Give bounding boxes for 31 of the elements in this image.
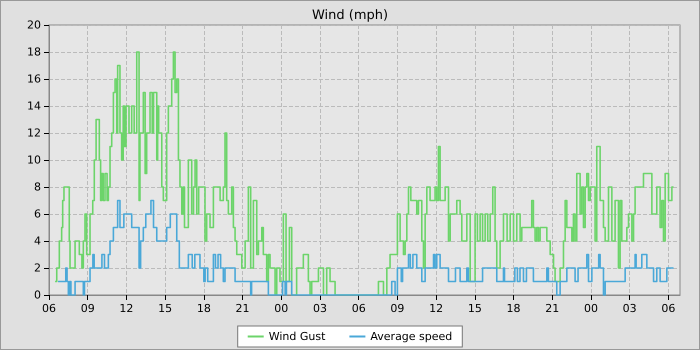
y-tick-label: 12 <box>27 126 41 140</box>
x-tick-label: 15 <box>158 302 172 315</box>
y-tick-label: 20 <box>27 18 41 32</box>
x-tick-label: 18 <box>506 302 521 315</box>
x-tick-label: 03 <box>312 302 327 315</box>
x-tick-label: 21 <box>236 302 250 315</box>
x-tick-label: 00 <box>584 302 598 315</box>
x-tick-label: 21 <box>545 302 560 315</box>
y-tick-label: 0 <box>34 288 41 302</box>
x-tick-label: 00 <box>274 302 288 315</box>
x-tick-label: 06 <box>352 302 366 315</box>
y-tick-label: 10 <box>27 154 41 166</box>
y-tick-label: 14 <box>27 100 41 112</box>
x-tick-label: 12 <box>429 302 444 315</box>
legend-label: Wind Gust <box>268 330 326 343</box>
y-tick-label: 6 <box>34 208 41 220</box>
chart-title: Wind (mph) <box>312 8 388 23</box>
y-tick-label: 8 <box>34 180 41 194</box>
y-tick-label: 18 <box>27 46 41 58</box>
x-tick-label: 09 <box>390 302 404 315</box>
x-tick-label: 06 <box>42 302 56 315</box>
x-tick-label: 15 <box>468 302 482 315</box>
y-tick-label: 16 <box>27 72 41 86</box>
y-tick-label: 2 <box>34 262 41 274</box>
x-tick-label: 03 <box>622 302 637 315</box>
x-tick-label: 12 <box>119 302 134 315</box>
x-tick-label: 09 <box>80 302 95 315</box>
x-tick-label: 18 <box>196 302 211 315</box>
legend-label: Average speed <box>370 330 452 343</box>
x-tick-label: 06 <box>661 302 676 315</box>
y-tick-label: 4 <box>34 234 41 248</box>
